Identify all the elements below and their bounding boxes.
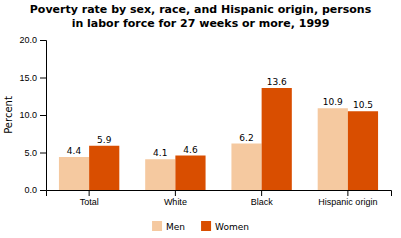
legend-label: Women	[215, 222, 249, 232]
y-tick: 20.0	[19, 35, 46, 45]
data-labels: 4.4 4.1 6.2 10.9 5.9 4.6 13.6 10.5	[67, 77, 373, 158]
y-tick-mark	[40, 78, 46, 79]
bar	[59, 157, 89, 190]
x-tick-mark	[347, 190, 348, 196]
data-label: 4.6	[183, 145, 198, 155]
x-tick: White	[164, 190, 187, 207]
y-tick-label: 5.0	[24, 148, 37, 158]
y-tick-mark	[40, 40, 46, 41]
y-tick-mark	[40, 153, 46, 154]
data-label: 6.2	[239, 133, 253, 143]
legend-item: Men	[152, 221, 185, 232]
legend-label: Men	[166, 222, 185, 232]
data-label: 4.1	[153, 148, 167, 158]
data-label: 10.9	[323, 97, 343, 107]
data-label: 4.4	[67, 146, 82, 156]
axis-domain	[40, 41, 47, 191]
x-tick-mark	[89, 190, 90, 196]
x-tick-mark	[175, 190, 176, 196]
x-tick-mark	[261, 190, 262, 196]
x-axis: Total White Black Hispanic origin	[47, 190, 392, 207]
x-tick-label: Total	[80, 197, 99, 207]
axis-domain	[47, 191, 392, 197]
bar	[175, 156, 205, 191]
y-tick-label: 0.0	[24, 185, 37, 195]
bars	[59, 88, 378, 190]
x-tick: Black	[251, 190, 274, 207]
legend-item: Women	[201, 221, 249, 232]
data-label: 5.9	[97, 135, 112, 145]
plot: 4.4 4.1 6.2 10.9 5.9 4.6 13.6 10.5 0.0 5.0 10.0 15.…	[19, 35, 391, 207]
y-tick-label: 10.0	[19, 110, 37, 120]
bar	[348, 111, 378, 190]
data-label: 13.6	[267, 77, 287, 87]
x-tick-label: Hispanic origin	[318, 197, 377, 207]
y-tick-label: 20.0	[19, 35, 37, 45]
y-tick: 0.0	[24, 185, 46, 195]
x-tick: Total	[80, 190, 99, 207]
legend-swatch	[152, 221, 162, 231]
y-axis-label: Percent	[3, 96, 14, 134]
y-tick: 5.0	[24, 148, 46, 158]
bar	[262, 88, 292, 190]
bar	[89, 146, 119, 190]
bar	[231, 144, 261, 191]
y-tick-mark	[40, 115, 46, 116]
x-tick-label: White	[164, 197, 187, 207]
title: Poverty rate by sex, race, and Hispanic …	[30, 3, 372, 16]
chart: Poverty rate by sex, race, and Hispanic …	[0, 0, 401, 238]
subtitle: in labor force for 27 weeks or more, 199…	[72, 17, 330, 30]
legend-swatch	[201, 221, 211, 231]
x-tick: Hispanic origin	[318, 190, 377, 207]
y-tick-label: 15.0	[19, 73, 37, 83]
y-tick-mark	[40, 190, 46, 191]
bar	[145, 159, 175, 190]
data-label: 10.5	[353, 100, 373, 110]
bar	[318, 108, 348, 190]
legend: Men Women	[152, 221, 249, 232]
x-tick-label: Black	[251, 197, 274, 207]
y-tick: 15.0	[19, 73, 46, 83]
y-axis: 0.0 5.0 10.0 15.0 20.0	[19, 35, 46, 195]
y-tick: 10.0	[19, 110, 46, 120]
